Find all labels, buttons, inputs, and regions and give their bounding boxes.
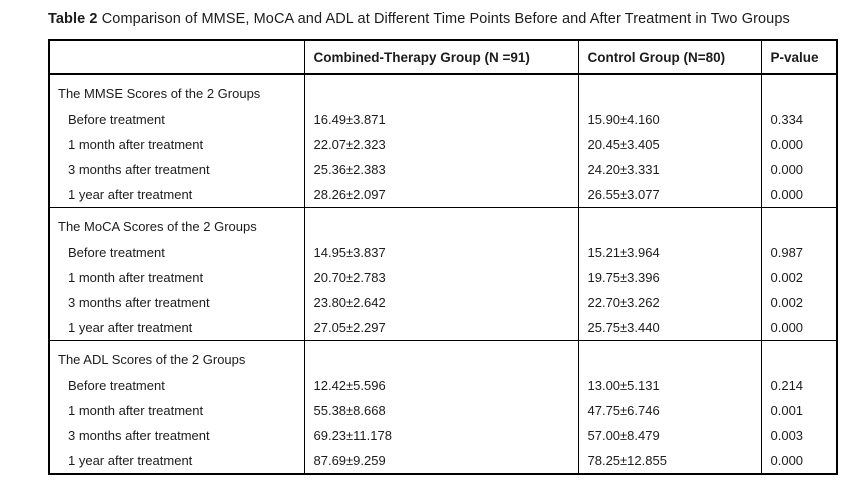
row-label: 1 year after treatment [68,453,193,468]
comparison-table: Combined-Therapy Group (N =91) Control G… [48,39,838,475]
control-value: 13.00±5.131 [577,373,761,398]
table-row: 1 year after treatment 27.05±2.297 25.75… [49,315,837,341]
column-header-empty [49,40,304,75]
section-moca: The MoCA Scores of the 2 Groups Before t… [49,207,837,341]
p-value: 0.000 [760,157,837,182]
control-value: 24.20±3.331 [577,157,761,182]
section-title: The MoCA Scores of the 2 Groups [58,219,257,234]
row-label: 3 months after treatment [68,295,210,310]
control-value: 78.25±12.855 [577,448,761,474]
table-row: Before treatment 14.95±3.837 15.21±3.964… [49,240,837,265]
control-value: 57.00±8.479 [577,423,761,448]
control-value: 15.21±3.964 [577,240,761,265]
table-title-text: Comparison of MMSE, MoCA and ADL at Diff… [101,11,790,27]
table-row: 3 months after treatment 69.23±11.178 57… [49,423,837,448]
column-header-combined-group: Combined-Therapy Group (N =91) [303,40,578,75]
row-label: 1 year after treatment [68,187,193,202]
p-value: 0.987 [760,240,837,265]
table-row: 3 months after treatment 23.80±2.642 22.… [49,290,837,315]
row-label: 3 months after treatment [68,428,210,443]
table-row: 1 year after treatment 28.26±2.097 26.55… [49,182,837,208]
empty-cell [760,74,837,107]
section-header-row: The ADL Scores of the 2 Groups [49,340,837,373]
combined-value: 22.07±2.323 [303,132,578,157]
empty-cell [303,207,578,240]
control-value: 26.55±3.077 [577,182,761,208]
empty-cell [303,340,578,373]
section-title: The ADL Scores of the 2 Groups [58,352,246,367]
empty-cell [577,207,761,240]
row-label: 1 year after treatment [68,320,193,335]
p-value: 0.000 [760,315,837,341]
combined-value: 23.80±2.642 [303,290,578,315]
combined-value: 28.26±2.097 [303,182,578,208]
p-value: 0.003 [760,423,837,448]
empty-cell [760,207,837,240]
p-value: 0.000 [760,182,837,208]
p-value: 0.000 [760,132,837,157]
p-value: 0.000 [760,448,837,474]
header-row: Combined-Therapy Group (N =91) Control G… [49,40,837,75]
control-value: 15.90±4.160 [577,107,761,132]
column-header-control-group: Control Group (N=80) [577,40,761,75]
row-label: 1 month after treatment [68,137,204,152]
combined-value: 12.42±5.596 [303,373,578,398]
row-label: Before treatment [68,245,165,260]
table-row: 1 month after treatment 20.70±2.783 19.7… [49,265,837,290]
table-row: 3 months after treatment 25.36±2.383 24.… [49,157,837,182]
p-value: 0.334 [760,107,837,132]
table-row: 1 month after treatment 22.07±2.323 20.4… [49,132,837,157]
control-value: 20.45±3.405 [577,132,761,157]
table-row: 1 month after treatment 55.38±8.668 47.7… [49,398,837,423]
p-value: 0.214 [760,373,837,398]
section-header-row: The MMSE Scores of the 2 Groups [49,74,837,107]
row-label: 1 month after treatment [68,403,204,418]
control-value: 19.75±3.396 [577,265,761,290]
p-value: 0.001 [760,398,837,423]
combined-value: 25.36±2.383 [303,157,578,182]
table-caption: Table 2 Comparison of MMSE, MoCA and ADL… [48,8,836,31]
combined-value: 69.23±11.178 [303,423,578,448]
table-row: Before treatment 12.42±5.596 13.00±5.131… [49,373,837,398]
p-value: 0.002 [760,265,837,290]
empty-cell [760,340,837,373]
table-row: Before treatment 16.49±3.871 15.90±4.160… [49,107,837,132]
p-value: 0.002 [760,290,837,315]
combined-value: 27.05±2.297 [303,315,578,341]
combined-value: 16.49±3.871 [303,107,578,132]
row-label: Before treatment [68,112,165,127]
row-label: 3 months after treatment [68,162,210,177]
empty-cell [303,74,578,107]
section-title: The MMSE Scores of the 2 Groups [58,86,261,101]
combined-value: 87.69±9.259 [303,448,578,474]
combined-value: 14.95±3.837 [303,240,578,265]
table-row: 1 year after treatment 87.69±9.259 78.25… [49,448,837,474]
section-header-row: The MoCA Scores of the 2 Groups [49,207,837,240]
empty-cell [577,74,761,107]
row-label: 1 month after treatment [68,270,204,285]
control-value: 25.75±3.440 [577,315,761,341]
table-header: Combined-Therapy Group (N =91) Control G… [49,40,837,75]
control-value: 47.75±6.746 [577,398,761,423]
combined-value: 20.70±2.783 [303,265,578,290]
row-label: Before treatment [68,378,165,393]
table-number-label: Table 2 [48,11,98,27]
column-header-pvalue: P-value [760,40,837,75]
section-mmse: The MMSE Scores of the 2 Groups Before t… [49,74,837,208]
combined-value: 55.38±8.668 [303,398,578,423]
empty-cell [577,340,761,373]
section-adl: The ADL Scores of the 2 Groups Before tr… [49,340,837,474]
control-value: 22.70±3.262 [577,290,761,315]
